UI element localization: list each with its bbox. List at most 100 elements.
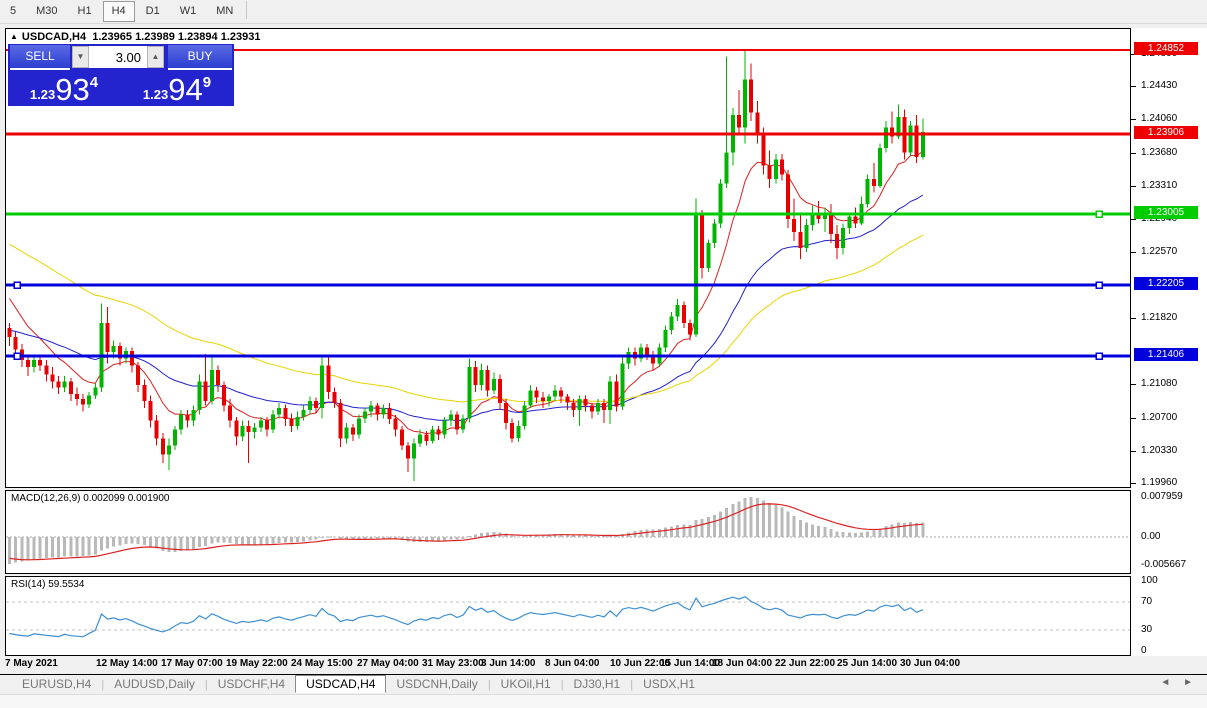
macd-histogram-bar	[768, 503, 772, 537]
macd-histogram-bar	[142, 537, 146, 546]
tab-separator: |	[101, 679, 105, 691]
macd-histogram-bar	[375, 537, 379, 539]
tab-scroll-buttons: ◄ ►	[1150, 677, 1193, 688]
timeframe-button-w1[interactable]: W1	[179, 5, 197, 17]
chart-tab-dj30[interactable]: DJ30,H1	[573, 677, 621, 691]
candle-body	[694, 214, 699, 335]
time-axis-label: 17 May 07:00	[161, 658, 223, 669]
tab-scroll-left-icon[interactable]: ◄	[1160, 677, 1171, 688]
price-badge-1.22205: 1.22205	[1134, 277, 1198, 290]
candle-body	[847, 216, 852, 228]
candle-body	[197, 381, 202, 410]
macd-histogram-bar	[57, 537, 60, 558]
macd-histogram-bar	[823, 527, 827, 537]
macd-histogram-bar	[811, 524, 814, 537]
candle-body	[920, 131, 925, 157]
candle-body	[105, 322, 110, 353]
macd-histogram-bar	[719, 511, 723, 537]
chart-symbol: USDCAD,H4	[21, 31, 87, 43]
macd-histogram-bar	[314, 537, 318, 540]
macd-histogram-bar	[20, 537, 24, 562]
horizontal-level-line-1.23906[interactable]	[6, 132, 1130, 136]
macd-histogram-bar	[541, 534, 545, 537]
macd-histogram-bar	[351, 537, 355, 540]
time-axis[interactable]: 7 May 2021 12 May 14:00 17 May 07:00 19 May…	[5, 656, 1131, 673]
candle-body	[252, 427, 257, 432]
volume-increase-button[interactable]: ▲	[147, 46, 164, 68]
tab-separator: |	[560, 679, 564, 691]
chart-tab-usdcnh[interactable]: USDCNH,Daily	[396, 677, 478, 691]
horizontal-level-line-1.23005[interactable]	[6, 212, 1130, 216]
candle-body	[246, 425, 251, 432]
buy-price[interactable]: 1.23 94 9	[122, 71, 232, 105]
rsi-indicator-pane[interactable]: RSI(14) 59.5534	[5, 576, 1131, 656]
macd-histogram-bar	[804, 522, 808, 537]
macd-axis-label: 0.007959	[1141, 491, 1183, 502]
price-chart-canvas[interactable]	[6, 29, 1130, 487]
line-handle[interactable]	[1095, 281, 1103, 289]
candle-body	[890, 127, 895, 137]
candle-body	[375, 405, 380, 415]
candle-body	[485, 369, 490, 391]
timeframe-button-5[interactable]: 5	[10, 5, 17, 17]
line-handle[interactable]	[13, 281, 21, 289]
macd-histogram-bar	[504, 533, 508, 537]
price-tick-label: 1.22570	[1141, 246, 1178, 257]
candle-body	[25, 360, 30, 368]
price-badge-1.24852: 1.24852	[1134, 42, 1198, 55]
macd-histogram-bar	[290, 537, 293, 543]
macd-canvas[interactable]	[6, 491, 1130, 573]
line-handle[interactable]	[1095, 352, 1103, 360]
rsi-canvas[interactable]	[6, 577, 1130, 655]
macd-histogram-bar	[100, 537, 103, 551]
candle-body	[589, 405, 594, 412]
horizontal-level-line-1.24852[interactable]	[6, 49, 1130, 51]
macd-histogram-bar	[737, 501, 741, 537]
candle-body	[761, 134, 766, 166]
candle-body	[675, 305, 680, 317]
sell-button[interactable]: SELL	[10, 45, 70, 70]
line-handle[interactable]	[1095, 210, 1103, 218]
price-axis[interactable]: 1.248001.244301.240601.236801.233101.229…	[1131, 28, 1207, 656]
volume-decrease-button[interactable]: ▼	[72, 46, 89, 68]
sell-price[interactable]: 1.23 93 4	[10, 71, 118, 105]
timeframe-button-d1[interactable]: D1	[145, 5, 160, 17]
macd-histogram-bar	[903, 522, 906, 537]
candle-body	[473, 367, 478, 385]
chart-tab-audusd[interactable]: AUDUSD,Daily	[114, 677, 195, 691]
rsi-label: RSI(14) 59.5534	[11, 579, 85, 590]
macd-histogram-bar	[283, 537, 287, 543]
volume-input[interactable]	[89, 46, 147, 68]
candle-body	[497, 378, 502, 403]
timeframe-button-m30[interactable]: M30	[36, 5, 58, 17]
timeframe-button-h1[interactable]: H1	[77, 5, 92, 17]
time-axis-label: 7 May 2021	[5, 658, 58, 669]
chart-tab-eurusd[interactable]: EURUSD,H4	[22, 677, 92, 691]
buy-button[interactable]: BUY	[168, 45, 232, 70]
line-handle[interactable]	[13, 352, 21, 360]
macd-histogram-bar	[847, 532, 851, 537]
ma-fast-line	[9, 150, 924, 435]
macd-histogram-bar	[725, 508, 729, 537]
timeframe-button-h4[interactable]: H4	[102, 1, 135, 22]
macd-histogram-bar	[706, 517, 710, 537]
macd-indicator-pane[interactable]: MACD(12,26,9) 0.002099 0.001900	[5, 490, 1131, 574]
macd-histogram-bar	[762, 500, 765, 537]
horizontal-level-line-1.22205[interactable]	[6, 283, 1130, 287]
candle-body	[724, 152, 729, 184]
macd-histogram-bar	[247, 537, 251, 545]
time-axis-label: 31 May 23:00	[422, 658, 484, 669]
timeframe-button-mn[interactable]: MN	[216, 5, 234, 17]
chart-tab-usdchf[interactable]: USDCHF,H4	[217, 677, 286, 691]
chart-tab-usdcad[interactable]: USDCAD,H4	[295, 675, 387, 693]
candle-body	[442, 420, 447, 435]
chart-tab-ukoil[interactable]: UKOil,H1	[500, 677, 551, 691]
horizontal-level-line-1.21406[interactable]	[6, 354, 1130, 358]
rsi-axis-label: 70	[1141, 596, 1153, 607]
candle-body	[412, 443, 417, 459]
candle-body	[74, 393, 79, 400]
candle-body	[853, 216, 858, 224]
chart-tab-usdx[interactable]: USDX,H1	[643, 677, 696, 691]
tab-scroll-right-icon[interactable]: ►	[1183, 677, 1193, 688]
candle-body	[405, 445, 410, 459]
